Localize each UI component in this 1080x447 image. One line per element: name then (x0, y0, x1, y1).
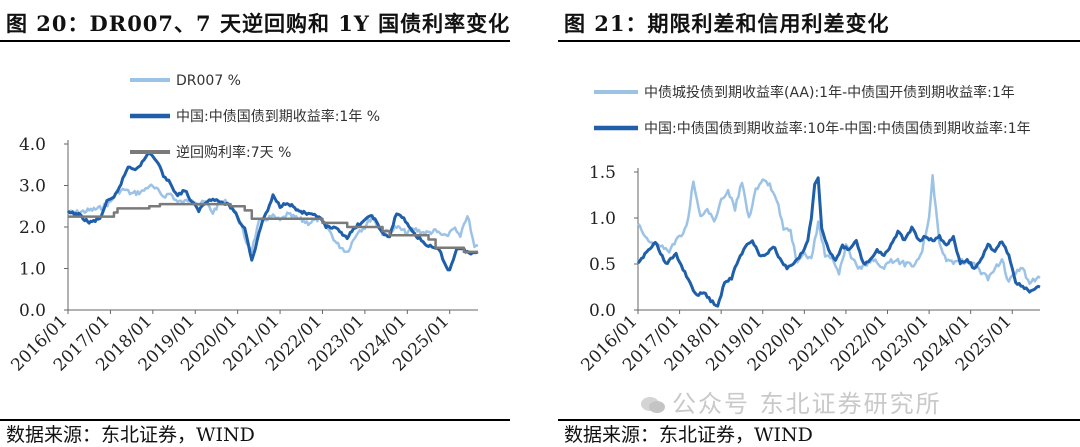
y-tick-label: 0.0 (589, 301, 616, 321)
y-tick-label: 1.5 (589, 163, 616, 183)
figure-title: 图 20：DR007、7 天逆回购和 1Y 国债利率变化 (6, 11, 511, 36)
series-line-1 (637, 174, 1041, 286)
series-line-3 (68, 202, 478, 254)
right-figure-panel: 图 21：期限利差和信用利差变化 0.0 0.5 1.0 1.5 2016/01 2017… (558, 0, 1080, 446)
legend-label: DR007 % (176, 73, 241, 89)
y-tick-label: 0.0 (19, 301, 46, 321)
figure-title: 图 21：期限利差和信用利差变化 (564, 11, 890, 36)
legend-label: 中债城投债到期收益率(AA):1年-中债国开债到期收益率:1年 (644, 84, 1015, 101)
y-tick-label: 2.0 (19, 218, 46, 238)
title-rule (558, 40, 1080, 42)
left-figure-panel: 图 20：DR007、7 天逆回购和 1Y 国债利率变化 0.0 1.0 2.0 3.… (0, 0, 511, 446)
series-line-2 (636, 176, 1041, 308)
y-tick-label: 1.0 (589, 209, 616, 229)
y-tick-label: 3.0 (19, 177, 46, 197)
title-rule (0, 40, 510, 42)
series-line-2 (66, 152, 479, 272)
legend-label: 中国:中债国债到期收益率:10年-中国:中债国债到期收益率:1年 (644, 120, 1031, 137)
rates-line-chart: 0.01.02.03.04.02016/012017/012018/012019… (7, 73, 479, 375)
source-rule (0, 419, 510, 421)
legend-label: 中国:中债国债到期收益率:1年 % (176, 108, 380, 125)
y-tick-label: 1.0 (19, 260, 46, 280)
legend-label: 逆回购利率:7天 % (176, 144, 291, 161)
spread-line-chart: 0.00.51.01.52016/012017/012018/012019/01… (577, 84, 1041, 375)
figure-source: 数据来源：东北证券，WIND (6, 424, 255, 446)
y-tick-label: 0.5 (589, 255, 616, 275)
figure-source: 数据来源：东北证券，WIND (564, 424, 813, 446)
y-tick-label: 4.0 (19, 135, 46, 155)
watermark-text: 公众号 东北证券研究所 (672, 390, 942, 418)
watermark: 公众号 东北证券研究所 (640, 384, 942, 419)
source-rule (558, 419, 1080, 421)
wechat-icon (641, 397, 665, 413)
